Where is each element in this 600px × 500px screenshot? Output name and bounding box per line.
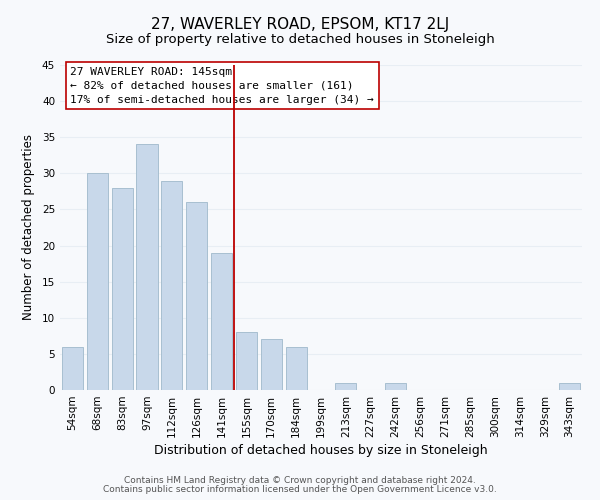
Text: Size of property relative to detached houses in Stoneleigh: Size of property relative to detached ho… xyxy=(106,32,494,46)
Bar xyxy=(286,346,307,390)
Bar xyxy=(261,340,282,390)
Bar xyxy=(161,180,182,390)
Bar xyxy=(385,383,406,390)
Bar xyxy=(559,383,580,390)
Text: 27 WAVERLEY ROAD: 145sqm
← 82% of detached houses are smaller (161)
17% of semi-: 27 WAVERLEY ROAD: 145sqm ← 82% of detach… xyxy=(70,66,374,104)
Bar xyxy=(211,253,232,390)
Y-axis label: Number of detached properties: Number of detached properties xyxy=(22,134,35,320)
Text: 27, WAVERLEY ROAD, EPSOM, KT17 2LJ: 27, WAVERLEY ROAD, EPSOM, KT17 2LJ xyxy=(151,18,449,32)
Bar xyxy=(335,383,356,390)
Bar xyxy=(236,332,257,390)
Text: Contains HM Land Registry data © Crown copyright and database right 2024.: Contains HM Land Registry data © Crown c… xyxy=(124,476,476,485)
Bar xyxy=(112,188,133,390)
X-axis label: Distribution of detached houses by size in Stoneleigh: Distribution of detached houses by size … xyxy=(154,444,488,457)
Bar xyxy=(62,346,83,390)
Text: Contains public sector information licensed under the Open Government Licence v3: Contains public sector information licen… xyxy=(103,485,497,494)
Bar xyxy=(186,202,207,390)
Bar xyxy=(136,144,158,390)
Bar xyxy=(87,174,108,390)
